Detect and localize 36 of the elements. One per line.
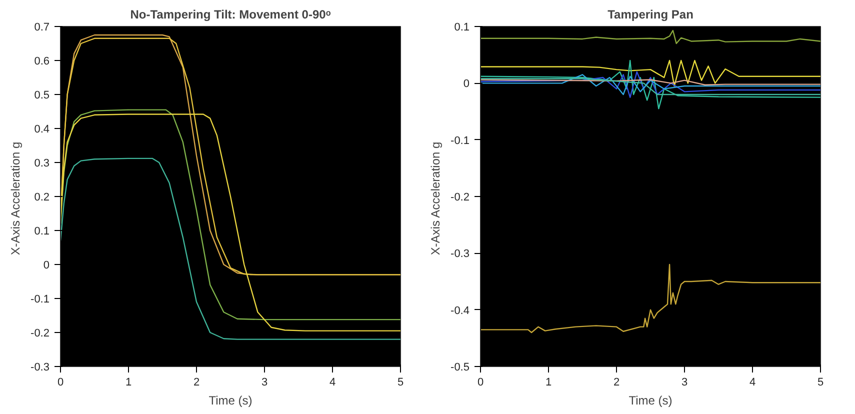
chart-title: No-Tampering Tilt: Movement 0-90ᵒ [130, 8, 331, 22]
x-tick-label: 5 [397, 376, 404, 388]
y-tick-label: 0.3 [34, 158, 50, 170]
y-tick-label: 0.7 [34, 22, 50, 34]
y-tick-label: 0.1 [34, 226, 50, 238]
y-axis-title: X-Axis Acceleration g [428, 142, 443, 256]
y-tick-label: 0.2 [34, 192, 50, 204]
y-tick-label: 0 [463, 78, 470, 90]
y-tick-label: 0.4 [34, 124, 50, 136]
x-axis-title: Time (s) [628, 394, 672, 408]
y-tick-label: -0.2 [450, 192, 470, 204]
x-tick-label: 3 [681, 376, 688, 388]
y-tick-label: 0 [43, 260, 50, 272]
y-axis-title: X-Axis Acceleration g [8, 142, 23, 256]
y-tick-label: 0.1 [454, 22, 470, 34]
y-tick-label: 0.5 [34, 90, 50, 102]
x-tick-label: 2 [193, 376, 200, 388]
chart-title: Tampering Pan [608, 8, 694, 22]
x-tick-label: 3 [261, 376, 268, 388]
x-tick-label: 5 [817, 376, 824, 388]
y-tick-label: -0.2 [30, 328, 50, 340]
x-tick-label: 1 [125, 376, 132, 388]
y-tick-label: -0.1 [450, 134, 470, 147]
y-tick-label: -0.5 [450, 362, 470, 374]
x-tick-label: 4 [329, 376, 336, 388]
x-tick-label: 4 [749, 376, 756, 388]
y-tick-label: -0.1 [30, 294, 50, 306]
x-tick-label: 2 [613, 376, 620, 388]
x-tick-label: 0 [477, 376, 484, 388]
y-tick-label: -0.3 [450, 248, 470, 260]
x-tick-label: 0 [57, 376, 64, 388]
x-axis-title: Time (s) [208, 394, 252, 408]
y-tick-label: 0.6 [34, 56, 50, 68]
x-tick-label: 1 [545, 376, 552, 388]
y-tick-label: -0.4 [450, 304, 470, 317]
y-tick-label: -0.3 [30, 362, 50, 374]
